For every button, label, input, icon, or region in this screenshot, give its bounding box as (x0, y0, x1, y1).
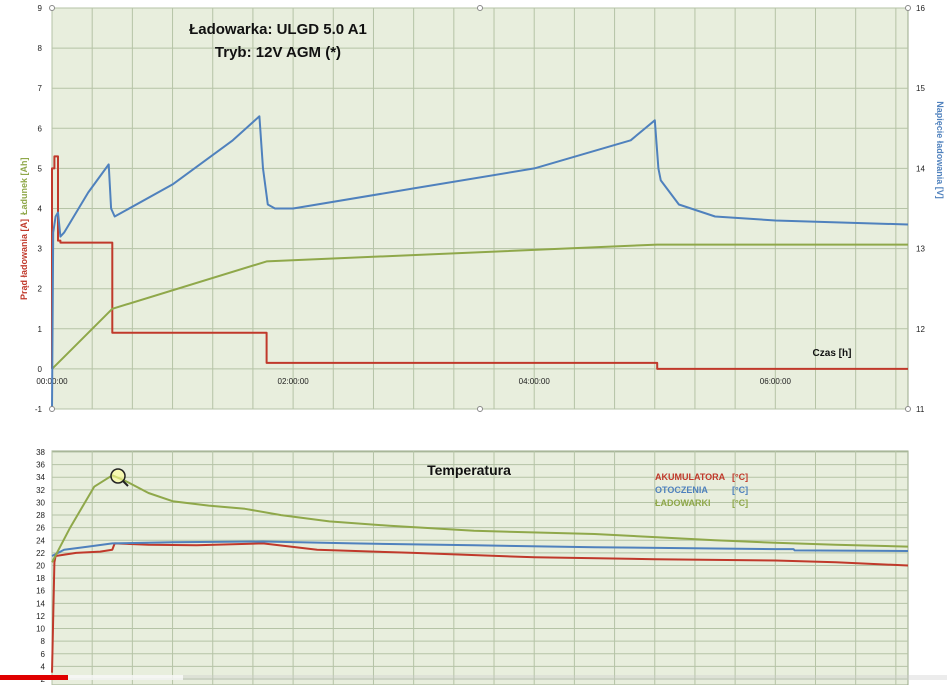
charging-left-tick-label: 8 (38, 44, 43, 53)
charging-right-ticks: 11 12 13 14 15 16 (916, 4, 925, 414)
temperature-y-tick-label: 24 (36, 536, 45, 545)
temperature-y-tick-label: 28 (36, 511, 45, 520)
temperature-line-akumulatora (51, 542, 909, 673)
legend-otoczenia: OTOCZENIA (655, 485, 708, 495)
series-line-voltage (51, 115, 909, 410)
charging-series (51, 115, 909, 410)
charging-left-tick-label: 6 (38, 124, 43, 133)
magnifier-cursor-icon (110, 468, 129, 487)
charging-x-tick-label: 02:00:00 (278, 377, 310, 386)
temperature-grid (51, 451, 908, 685)
charging-left-tick-label: 7 (38, 84, 43, 93)
temperature-y-tick-label: 36 (36, 461, 45, 470)
temperature-chart-title: Temperatura (427, 462, 511, 478)
y-axis-label-voltage: Napięcie ładowania [V] (935, 101, 945, 199)
temperature-y-tick-label: 14 (36, 599, 45, 608)
charging-right-tick-label: 13 (916, 245, 925, 254)
y-axis-label-current: Prąd ładowania [A] Ładunek [Ah] (19, 157, 29, 300)
legend-otoczenia-unit: [°C] (732, 485, 748, 495)
charging-right-tick-label: 12 (916, 325, 925, 334)
temperature-y-tick-label: 12 (36, 612, 45, 621)
video-played-bar (0, 675, 68, 680)
resize-handle-br[interactable] (905, 406, 911, 412)
legend-akumulatora: AKUMULATORA (655, 472, 726, 482)
resize-handle-tr[interactable] (905, 5, 911, 11)
y-axis-label-current-text: Prąd ładowania [A] (19, 219, 29, 300)
video-buffered-bar (68, 675, 183, 680)
charging-x-tick-label: 06:00:00 (760, 377, 792, 386)
temperature-y-tick-label: 38 (36, 448, 45, 457)
temperature-chart: 2468101214161820222426283032343638 Tempe… (36, 448, 909, 686)
resize-handle-bc[interactable] (477, 406, 483, 412)
x-axis-label: Czas [h] (813, 348, 852, 359)
resize-handle-tl[interactable] (49, 5, 55, 11)
charging-left-tick-label: 9 (38, 4, 43, 13)
legend-ladowarki: ŁADOWARKI (655, 498, 711, 508)
charging-left-tick-label: 1 (38, 325, 43, 334)
y-axis-label-charge-text: Ładunek [Ah] (19, 157, 29, 215)
charging-right-tick-label: 14 (916, 164, 925, 173)
temperature-y-tick-label: 32 (36, 486, 45, 495)
temperature-legend: AKUMULATORA [°C] OTOCZENIA [°C] ŁADOWARK… (655, 472, 748, 508)
temperature-y-tick-label: 16 (36, 587, 45, 596)
charging-right-tick-label: 16 (916, 4, 925, 13)
temperature-y-tick-label: 18 (36, 574, 45, 583)
charging-left-tick-label: 3 (38, 245, 43, 254)
charging-left-tick-label: -1 (35, 405, 43, 414)
charging-x-tick-label: 04:00:00 (519, 377, 551, 386)
video-progress-bar[interactable] (0, 675, 947, 680)
temperature-y-tick-label: 26 (36, 524, 45, 533)
temperature-plot-area (51, 450, 909, 686)
charging-left-tick-label: 4 (38, 205, 43, 214)
series-line-charge (51, 243, 908, 370)
temperature-line-otoczenia (51, 540, 909, 557)
temperature-y-tick-label: 34 (36, 473, 45, 482)
temperature-y-tick-label: 30 (36, 498, 45, 507)
series-line-current (51, 155, 908, 370)
legend-ladowarki-unit: [°C] (732, 498, 748, 508)
charging-chart-subtitle: Tryb: 12V AGM (*) (215, 44, 341, 61)
temperature-y-tick-label: 22 (36, 549, 45, 558)
temperature-y-tick-label: 6 (41, 650, 46, 659)
charging-left-tick-label: 2 (38, 285, 43, 294)
resize-handle-bl[interactable] (49, 406, 55, 412)
charging-chart-title: Ładowarka: ULGD 5.0 A1 (189, 21, 367, 38)
charging-left-ticks: -1 0 1 2 3 4 5 6 7 8 9 (35, 4, 43, 414)
charging-right-tick-label: 15 (916, 84, 925, 93)
temperature-y-tick-label: 10 (36, 625, 45, 634)
chart-resize-handles (49, 5, 911, 412)
charging-left-tick-label: 0 (38, 365, 43, 374)
temperature-y-tick-label: 20 (36, 562, 45, 571)
temperature-y-tick-label: 4 (41, 662, 46, 671)
legend-akumulatora-unit: [°C] (732, 472, 748, 482)
charging-right-tick-label: 11 (916, 405, 925, 414)
resize-handle-tc[interactable] (477, 5, 483, 11)
temperature-y-tick-label: 8 (41, 637, 46, 646)
charging-left-tick-label: 5 (38, 164, 43, 173)
